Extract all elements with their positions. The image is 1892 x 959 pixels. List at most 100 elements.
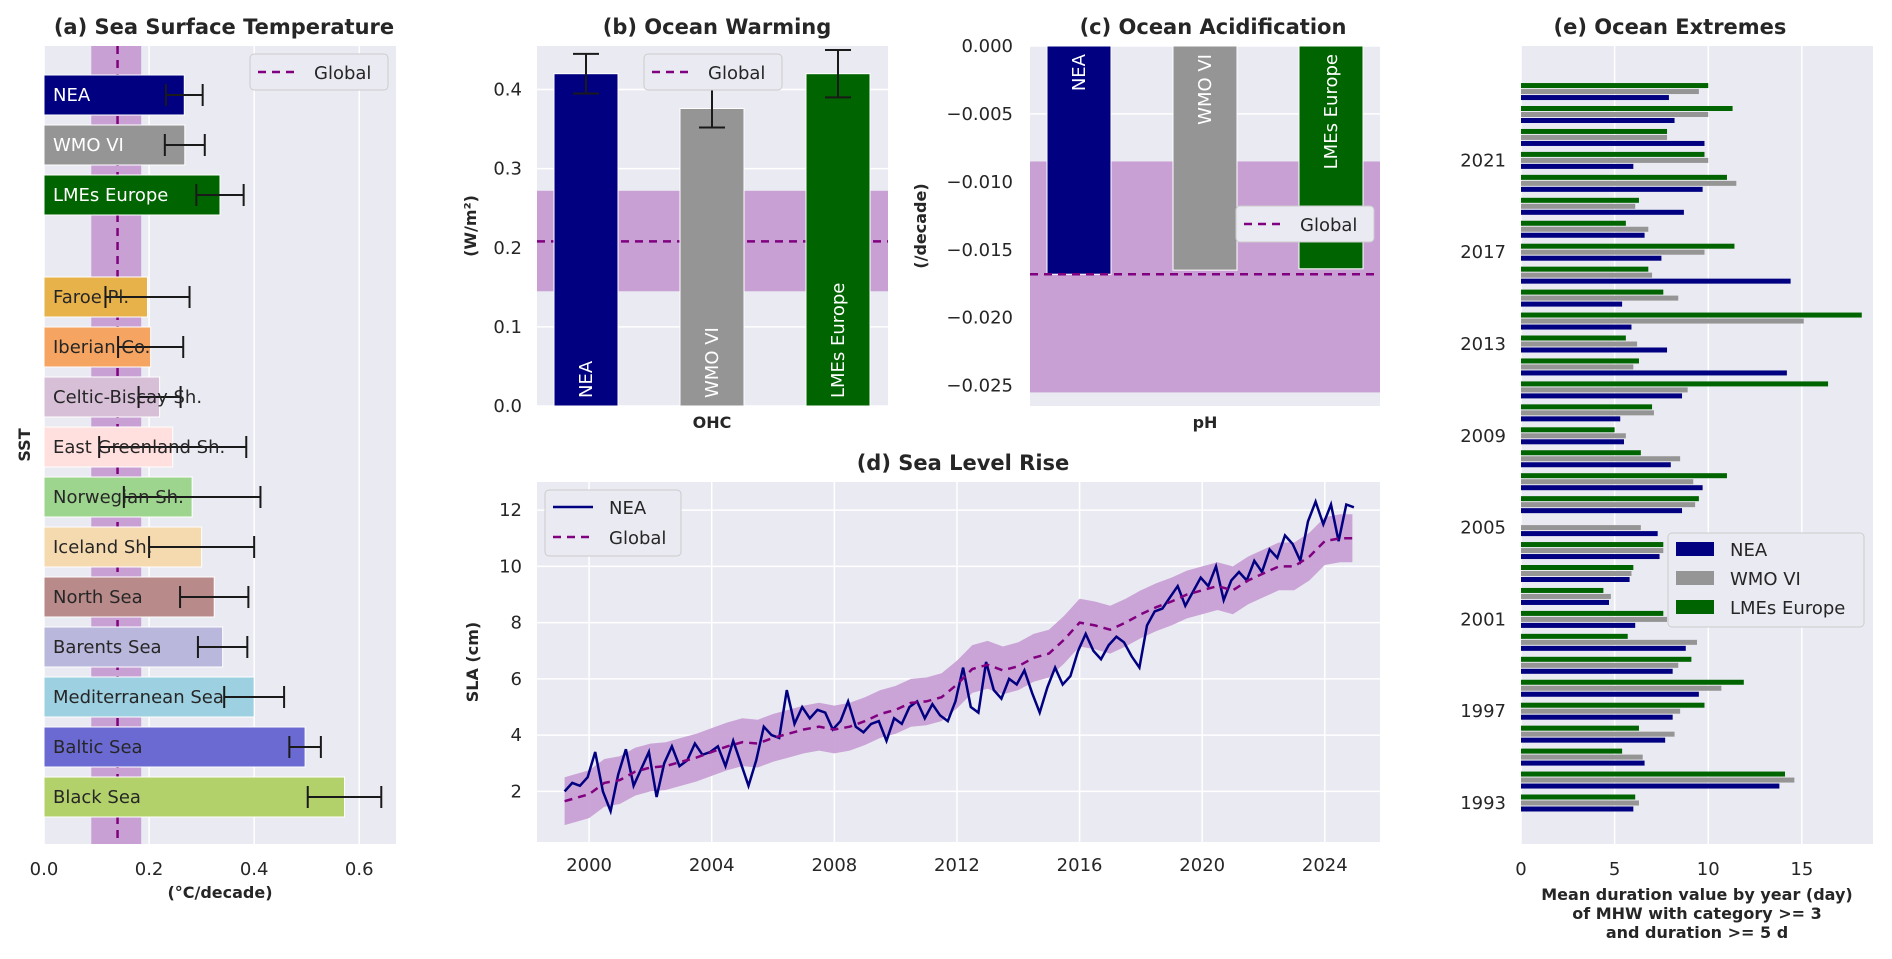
bar-nea <box>1521 531 1658 537</box>
x-tick-label: 2020 <box>1179 855 1225 876</box>
y-tick-label: −0.005 <box>946 104 1013 125</box>
bar-lmes-europe <box>1521 473 1727 479</box>
bar-lmes-europe <box>1521 748 1623 754</box>
panel-c-legend: Global <box>1235 205 1375 243</box>
bar-label-celtic-biscay-sh: Celtic-Biscay Sh. <box>53 387 202 408</box>
x-tick-label: 0.6 <box>345 859 374 880</box>
bar-lmes-europe <box>1521 565 1634 570</box>
bar-wmo-vi <box>1521 777 1795 783</box>
bar-label-north-sea: North Sea <box>53 587 143 608</box>
bar-nea <box>1521 186 1703 192</box>
x-tick-label: 2024 <box>1302 855 1348 876</box>
bar-lmes-europe <box>1521 106 1733 111</box>
x-tick-label: 0.2 <box>135 859 164 880</box>
panel-a-ylabel: SST <box>15 428 34 461</box>
y-tick-label: 1997 <box>1460 701 1506 722</box>
x-tick-label: 2016 <box>1057 855 1103 876</box>
bar-lmes-europe <box>1521 404 1653 410</box>
bar-lmes-europe <box>1521 335 1626 341</box>
bar-label-black-sea: Black Sea <box>53 787 141 808</box>
bar-nea <box>1521 737 1666 743</box>
bar-nea <box>1521 783 1780 789</box>
legend-global-label: Global <box>1300 215 1357 236</box>
bar-lmes-europe <box>1521 587 1604 593</box>
legend-wmo-label: WMO VI <box>1730 569 1801 590</box>
bar-label-wmo-vi: WMO VI <box>702 327 723 398</box>
bar-lmes-europe <box>1521 358 1639 364</box>
bar-nea <box>1521 668 1673 674</box>
bar-nea <box>1521 95 1669 101</box>
panel-b-ylabel: (W/m²) <box>461 195 480 257</box>
x-tick-label: 5 <box>1609 859 1620 880</box>
bar-wmo-vi <box>1521 226 1649 232</box>
bar-wmo-vi <box>1521 571 1632 576</box>
legend-lmes-swatch <box>1676 600 1714 614</box>
x-tick-label: 0.0 <box>30 859 59 880</box>
bar-label-wmo-vi: WMO VI <box>1195 54 1216 125</box>
bar-wmo-vi <box>1521 180 1737 186</box>
bar-wmo-vi <box>1521 502 1696 508</box>
panel-e-xlabel-line1: Mean duration value by year (day) <box>1541 885 1852 904</box>
legend-nea-label: NEA <box>1730 540 1768 561</box>
x-tick-label: 2000 <box>566 855 612 876</box>
panel-b-ocean-warming: (b) Ocean Warming NEA WMO VI LMEs Europe 0… <box>461 15 888 432</box>
x-tick-label: 2004 <box>689 855 735 876</box>
bar-nea <box>1521 278 1791 284</box>
bar-nea <box>1046 45 1112 275</box>
bar-wmo-vi <box>1521 548 1664 554</box>
x-tick-label: 2012 <box>934 855 980 876</box>
legend-box <box>1235 205 1375 243</box>
bar-nea <box>43 74 185 116</box>
bar-nea <box>1521 691 1699 697</box>
x-tick-label: 0.4 <box>240 859 269 880</box>
global-uncertainty-band <box>564 514 1353 826</box>
legend-nea-label: NEA <box>609 498 647 519</box>
bar-label-iberian-co: Iberian Co. <box>53 337 150 358</box>
legend-global-label: Global <box>314 63 371 84</box>
y-tick-label: 0.2 <box>493 238 522 259</box>
bar-label-east-greenland-sh: East Greenland Sh. <box>53 437 225 458</box>
bar-wmo-vi <box>1521 295 1679 301</box>
bar-nea <box>1521 622 1636 628</box>
panel-d-sea-level-rise: (d) Sea Level Rise 2000 2004 2008 2012 2016 2… <box>463 451 1380 876</box>
bar-nea <box>1521 577 1630 582</box>
bar-nea <box>1521 393 1683 399</box>
y-tick-label: 12 <box>499 500 522 521</box>
y-tick-label: −0.025 <box>946 376 1013 397</box>
bar-wmo-vi <box>1521 685 1722 691</box>
bar-baltic-sea <box>43 726 306 768</box>
bar-lmes-europe <box>1521 679 1744 685</box>
bar-nea <box>1521 439 1624 445</box>
bar-nea <box>1521 645 1686 651</box>
panel-e-legend: NEA WMO VI LMEs Europe <box>1667 532 1865 628</box>
bar-wmo-vi <box>1521 433 1626 439</box>
bar-wmo-vi <box>1521 410 1654 416</box>
bar-wmo-vi <box>1521 364 1634 370</box>
bar-lmes-europe <box>1521 794 1636 800</box>
bar-wmo-vi <box>1521 134 1668 140</box>
bar-wmo-vi <box>1521 593 1611 599</box>
panel-e-xlabel-line3: and duration >= 5 d <box>1606 923 1788 942</box>
bar-nea <box>1521 462 1671 468</box>
panel-c-xlabel: pH <box>1193 413 1218 432</box>
y-tick-label: 0.0 <box>493 396 522 417</box>
y-tick-label: 10 <box>499 556 522 577</box>
bar-nea <box>1521 599 1609 605</box>
panel-d-ylabel: SLA (cm) <box>463 622 482 702</box>
series-line-nea <box>563 498 1355 816</box>
panel-d-title: (d) Sea Level Rise <box>857 451 1070 475</box>
bar-nea <box>1521 209 1684 215</box>
bar-label-barents-sea: Barents Sea <box>53 637 162 658</box>
bar-nea <box>1521 806 1634 812</box>
bar-wmo-vi <box>1521 708 1681 714</box>
bar-lmes-europe <box>1521 633 1628 639</box>
bar-nea <box>1521 140 1705 146</box>
y-tick-label: −0.010 <box>946 172 1013 193</box>
bar-wmo-vi <box>1172 45 1238 271</box>
bar-label-lmes-europe: LMEs Europe <box>53 185 168 206</box>
legend-box <box>1667 532 1865 628</box>
bar-nea <box>1521 301 1623 307</box>
panel-b-xlabel: OHC <box>693 413 732 432</box>
bar-lmes-europe <box>1521 610 1664 616</box>
